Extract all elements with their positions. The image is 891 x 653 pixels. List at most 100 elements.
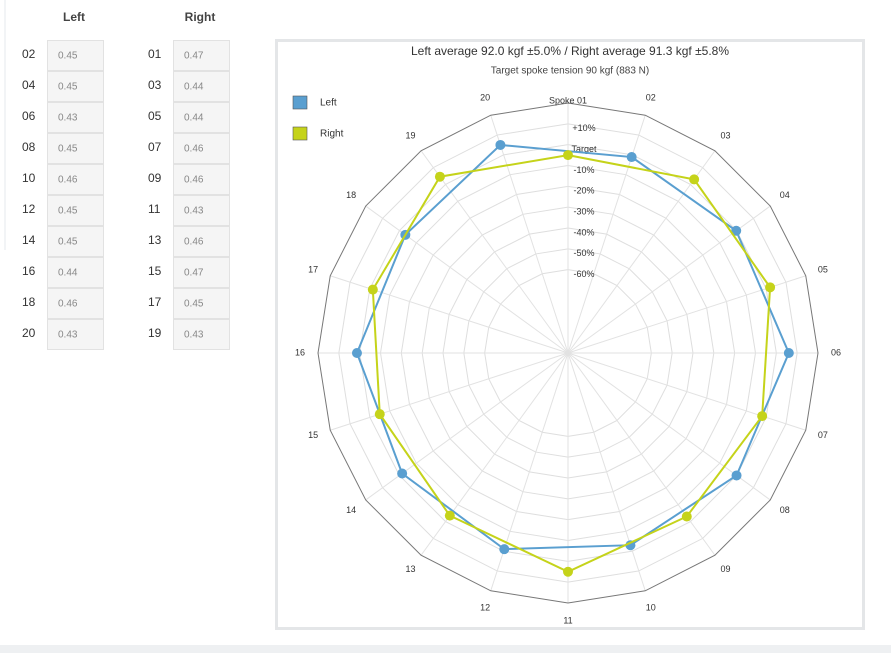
tension-input[interactable]	[47, 164, 104, 195]
tension-input[interactable]	[173, 102, 230, 133]
spoke-number: 08	[22, 140, 36, 154]
chart-subtitle: Target spoke tension 90 kgf (883 N)	[491, 66, 649, 77]
tension-value: 0.47	[184, 51, 204, 62]
spoke-number: 03	[148, 78, 162, 92]
tension-value: 0.45	[58, 144, 78, 155]
spoke-number: 14	[22, 233, 36, 247]
spoke-line	[420, 150, 569, 354]
tension-input[interactable]	[173, 195, 230, 226]
spoke-label: 16	[295, 347, 305, 357]
series-point	[351, 348, 362, 358]
tension-value: 0.46	[184, 144, 204, 155]
tension-input[interactable]	[47, 133, 104, 164]
spoke-label: 07	[818, 430, 828, 440]
spoke-number: 06	[22, 109, 36, 123]
spoke-label: 09	[721, 564, 731, 574]
tension-value: 0.45	[58, 51, 78, 62]
tension-value: 0.47	[184, 268, 204, 279]
tension-value: 0.45	[58, 237, 78, 248]
series-point	[563, 150, 573, 161]
tension-value: 0.46	[184, 175, 204, 186]
tension-input[interactable]	[173, 164, 230, 195]
tension-input[interactable]	[47, 319, 104, 350]
series-point	[367, 284, 378, 295]
spoke-number: 16	[22, 264, 36, 278]
spoke-line	[567, 150, 716, 354]
tension-input[interactable]	[47, 226, 104, 257]
tension-value: 0.44	[184, 82, 204, 93]
spoke-label: 20	[480, 92, 490, 102]
spoke-number: 07	[148, 140, 162, 154]
series-point	[783, 348, 794, 358]
spoke-label: 15	[308, 430, 318, 440]
series-point	[495, 139, 506, 150]
spoke-label: 06	[831, 347, 841, 357]
legend-label[interactable]: Left	[320, 98, 337, 109]
tension-input[interactable]	[173, 226, 230, 257]
spoke-label: 03	[721, 131, 731, 141]
legend-label[interactable]: Right	[320, 129, 344, 140]
series-point	[499, 544, 510, 555]
spoke-label: 08	[780, 505, 790, 515]
series-point	[374, 409, 385, 420]
tension-input[interactable]	[47, 257, 104, 288]
left-header: Left	[63, 10, 85, 24]
tension-value: 0.45	[58, 206, 78, 217]
tension-value: 0.43	[58, 330, 78, 341]
spoke-number: 02	[22, 47, 36, 61]
outer-ring	[317, 102, 819, 604]
chart-panel	[275, 39, 865, 630]
series-point	[626, 152, 637, 163]
spoke-line	[330, 352, 569, 431]
radial-tick-label: -30%	[573, 207, 594, 217]
tension-input[interactable]	[173, 257, 230, 288]
spoke-number: 19	[148, 326, 162, 340]
spoke-number: 09	[148, 171, 162, 185]
legend-swatch[interactable]	[292, 95, 308, 110]
spoke-label: 19	[405, 131, 415, 141]
tension-input[interactable]	[47, 195, 104, 226]
spoke-line	[420, 352, 569, 556]
legend-swatch[interactable]	[292, 126, 308, 141]
series-point	[563, 566, 573, 577]
spoke-number: 05	[148, 109, 162, 123]
tension-input[interactable]	[173, 40, 230, 71]
tension-value: 0.45	[58, 82, 78, 93]
series-point	[757, 411, 768, 422]
tension-input[interactable]	[47, 102, 104, 133]
series-point	[731, 470, 742, 481]
spoke-label: 10	[646, 602, 656, 612]
series-point	[681, 511, 692, 522]
radial-tick-label: Target	[571, 144, 597, 154]
tension-input[interactable]	[47, 40, 104, 71]
right-header: Right	[185, 10, 216, 24]
spoke-label: 18	[346, 190, 356, 200]
spoke-line	[490, 115, 569, 354]
radial-tick-label: +10%	[572, 123, 595, 133]
spoke-number: 12	[22, 202, 36, 216]
tension-value: 0.43	[58, 113, 78, 124]
tension-input[interactable]	[47, 71, 104, 102]
spoke-number: 10	[22, 171, 36, 185]
tension-input[interactable]	[173, 288, 230, 319]
spoke-label: 14	[346, 505, 356, 515]
radial-tick-label: -60%	[573, 269, 594, 279]
tension-value: 0.44	[58, 268, 78, 279]
spoke-label: 02	[646, 92, 656, 102]
radial-tick-label: -20%	[573, 186, 594, 196]
tension-value: 0.44	[184, 113, 204, 124]
spoke-number: 17	[148, 295, 162, 309]
tension-input[interactable]	[173, 71, 230, 102]
tension-value: 0.43	[184, 206, 204, 217]
spoke-line	[365, 205, 569, 354]
spoke-number: 13	[148, 233, 162, 247]
radial-tick-label: -40%	[573, 227, 594, 237]
spoke-label: 05	[818, 265, 828, 275]
spoke-number: 04	[22, 78, 36, 92]
tension-input[interactable]	[173, 319, 230, 350]
tension-input[interactable]	[173, 133, 230, 164]
tension-input[interactable]	[47, 288, 104, 319]
series-point	[397, 468, 408, 479]
spoke-line	[567, 352, 716, 556]
